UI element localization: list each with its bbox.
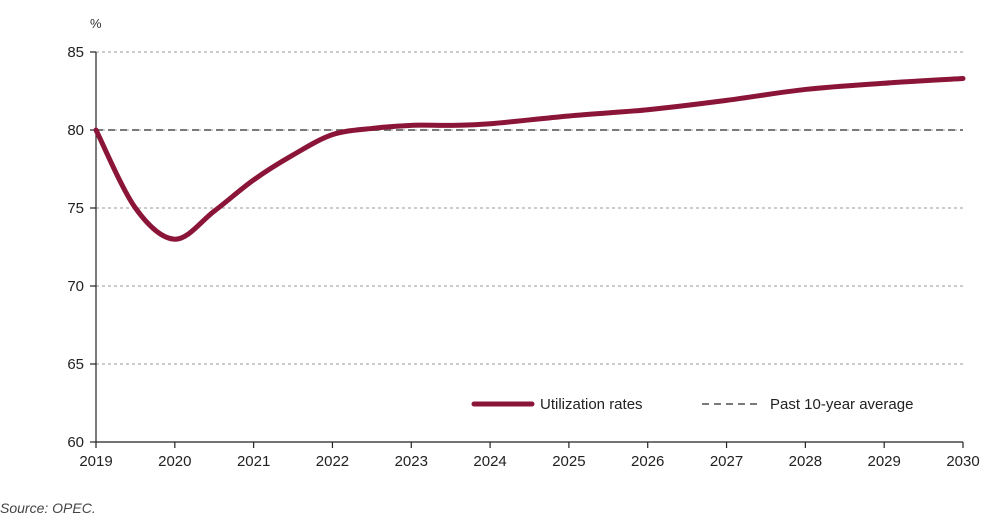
y-tick-label-65: 65 bbox=[67, 356, 84, 373]
y-tick-label-60: 60 bbox=[67, 434, 84, 451]
y-tick-label-85: 85 bbox=[67, 44, 84, 61]
series-line-utilization-rates bbox=[93, 76, 966, 242]
x-tick-label-2026: 2026 bbox=[631, 453, 664, 470]
y-tick-label-80: 80 bbox=[67, 122, 84, 139]
legend-label-utilization-rates: Utilization rates bbox=[540, 396, 643, 413]
x-tick-label-2019: 2019 bbox=[79, 453, 112, 470]
x-tick-label-2029: 2029 bbox=[867, 453, 900, 470]
x-tick-label-2027: 2027 bbox=[710, 453, 743, 470]
x-tick-label-2023: 2023 bbox=[395, 453, 428, 470]
y-axis-unit-label: % bbox=[90, 16, 102, 31]
axes bbox=[90, 51, 964, 448]
x-tick-label-2022: 2022 bbox=[316, 453, 349, 470]
legend: Utilization rates Past 10-year average bbox=[471, 396, 913, 413]
legend-label-past-10-year-average: Past 10-year average bbox=[770, 396, 913, 413]
chart: 60 65 70 75 80 85 2019 2020 2021 2022 2023 2024 2025… bbox=[67, 16, 979, 470]
x-tick-label-2021: 2021 bbox=[237, 453, 270, 470]
series-group bbox=[93, 76, 966, 242]
x-tick-label-2030: 2030 bbox=[946, 453, 979, 470]
gridlines bbox=[96, 51, 963, 365]
y-tick-label-75: 75 bbox=[67, 200, 84, 217]
x-tick-label-2020: 2020 bbox=[158, 453, 191, 470]
tick-labels: 60 65 70 75 80 85 2019 2020 2021 2022 2023 2024 2025… bbox=[67, 44, 979, 470]
source-note: Source: OPEC. bbox=[0, 500, 96, 516]
x-tick-label-2025: 2025 bbox=[552, 453, 585, 470]
x-tick-label-2028: 2028 bbox=[789, 453, 822, 470]
y-tick-label-70: 70 bbox=[67, 278, 84, 295]
x-tick-label-2024: 2024 bbox=[473, 453, 506, 470]
